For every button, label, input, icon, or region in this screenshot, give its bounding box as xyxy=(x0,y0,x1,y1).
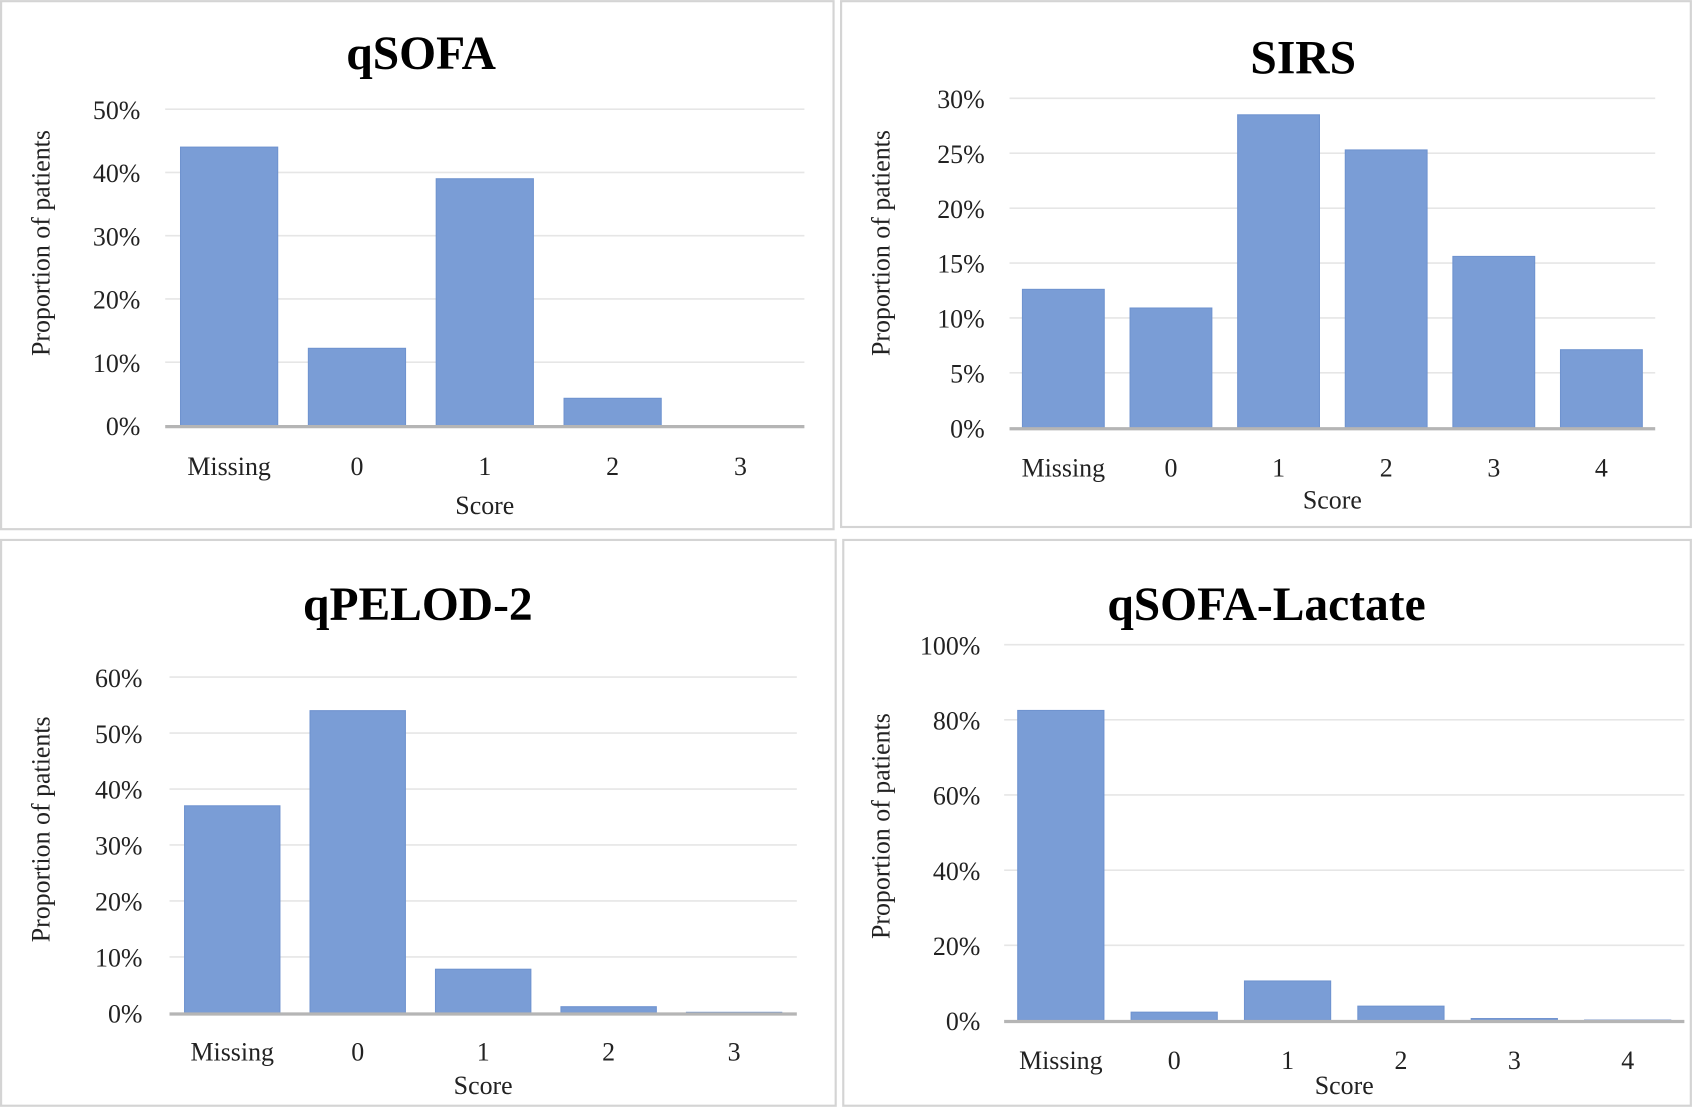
x-tick-label: 1 xyxy=(1281,1046,1294,1075)
y-tick-label: 100% xyxy=(920,631,980,660)
x-tick-label: 0 xyxy=(1164,453,1177,482)
y-tick-label: 30% xyxy=(937,85,985,114)
y-tick-label: 30% xyxy=(95,832,143,861)
chart-qsofa-lactate: qSOFA-Lactate 0% 20% 40% 60% 80% 100% Missing 0 1… xyxy=(842,538,1692,1107)
bar xyxy=(560,1006,657,1014)
y-tick-label: 20% xyxy=(93,286,141,315)
bar xyxy=(1237,114,1321,429)
y-tick-label: 50% xyxy=(95,720,143,749)
x-axis-label: Score xyxy=(1315,1071,1374,1100)
y-tick-label: 60% xyxy=(933,782,981,811)
x-tick-label: Missing xyxy=(190,1037,274,1066)
y-tick-label: 15% xyxy=(937,250,985,279)
chart-title: qPELOD-2 xyxy=(303,579,533,631)
x-axis-label: Score xyxy=(1303,486,1362,515)
bar xyxy=(184,805,281,1014)
y-axis-label: Proportion of patients xyxy=(867,130,896,356)
bar xyxy=(1129,307,1213,429)
y-tick-label: 30% xyxy=(93,222,141,251)
y-tick-label: 0% xyxy=(950,414,985,443)
chart-title: SIRS xyxy=(1250,33,1356,85)
x-tick-label: 0 xyxy=(1168,1046,1181,1075)
y-tick-label: 10% xyxy=(937,305,985,334)
y-tick-label: 80% xyxy=(933,707,981,736)
x-axis-label: Score xyxy=(455,491,514,520)
chart-title: qSOFA-Lactate xyxy=(1107,579,1425,631)
bar xyxy=(1344,149,1428,429)
x-tick-label: 2 xyxy=(606,452,619,481)
x-tick-label: 1 xyxy=(477,1037,490,1066)
y-tick-label: 0% xyxy=(108,1000,143,1029)
x-tick-label: 1 xyxy=(1272,453,1285,482)
y-tick-label: 60% xyxy=(95,664,143,693)
x-tick-label: 4 xyxy=(1595,453,1608,482)
x-tick-label: Missing xyxy=(187,452,271,481)
y-tick-label: 40% xyxy=(95,776,143,805)
y-tick-label: 50% xyxy=(93,96,141,125)
x-tick-label: 3 xyxy=(1487,453,1500,482)
bar xyxy=(179,146,279,427)
y-axis-label: Proportion of patients xyxy=(27,716,56,942)
y-tick-label: 5% xyxy=(950,360,985,389)
x-tick-label: Missing xyxy=(1022,453,1106,482)
x-tick-label: Missing xyxy=(1019,1046,1103,1075)
y-tick-label: 40% xyxy=(93,159,141,188)
x-tick-label: 2 xyxy=(1394,1046,1407,1075)
chart-qpelod-2: qPELOD-2 0% 10% 20% 30% 40% 50% 60% Missing 0 1 2 3 S… xyxy=(0,538,837,1107)
bar xyxy=(1017,709,1105,1021)
bar xyxy=(309,710,406,1014)
x-axis-label: Score xyxy=(454,1071,513,1100)
y-tick-label: 10% xyxy=(95,944,143,973)
y-axis-label: Proportion of patients xyxy=(867,713,896,939)
bar xyxy=(1243,980,1332,1021)
x-tick-label: 1 xyxy=(478,452,491,481)
bar xyxy=(1452,255,1536,429)
y-tick-label: 20% xyxy=(937,195,985,224)
x-tick-label: 3 xyxy=(728,1037,741,1066)
y-tick-label: 40% xyxy=(933,857,981,886)
bar xyxy=(563,397,662,427)
x-tick-label: 4 xyxy=(1621,1046,1634,1075)
bar xyxy=(1357,1005,1445,1021)
y-axis-label: Proportion of patients xyxy=(27,130,56,356)
bar xyxy=(307,347,407,427)
chart-qsofa: qSOFA 0% 10% 20% 30% 40% 50% Missing 0 1 2 3 Score Pr… xyxy=(0,0,835,531)
x-tick-label: 0 xyxy=(351,1037,364,1066)
y-tick-label: 20% xyxy=(95,888,143,917)
y-tick-label: 0% xyxy=(106,412,141,441)
chart-panel-border xyxy=(0,0,835,531)
x-tick-label: 0 xyxy=(350,452,363,481)
bar xyxy=(1559,349,1643,429)
chart-panel-border xyxy=(0,538,837,1107)
y-tick-label: 10% xyxy=(93,349,141,378)
y-tick-label: 0% xyxy=(946,1007,981,1036)
x-tick-label: 3 xyxy=(1508,1046,1521,1075)
bar xyxy=(435,178,534,427)
chart-sirs: SIRS 0% 5% 10% 15% 20% 25% 30% Missing 0 1 2 3 4 Score… xyxy=(840,0,1692,529)
bar xyxy=(1021,288,1105,429)
bar xyxy=(1130,1011,1218,1021)
x-tick-label: 2 xyxy=(602,1037,615,1066)
x-tick-label: 2 xyxy=(1380,453,1393,482)
y-tick-label: 20% xyxy=(933,932,981,961)
y-tick-label: 25% xyxy=(937,140,985,169)
bar xyxy=(434,968,532,1014)
x-tick-label: 3 xyxy=(734,452,747,481)
chart-title: qSOFA xyxy=(346,28,496,80)
